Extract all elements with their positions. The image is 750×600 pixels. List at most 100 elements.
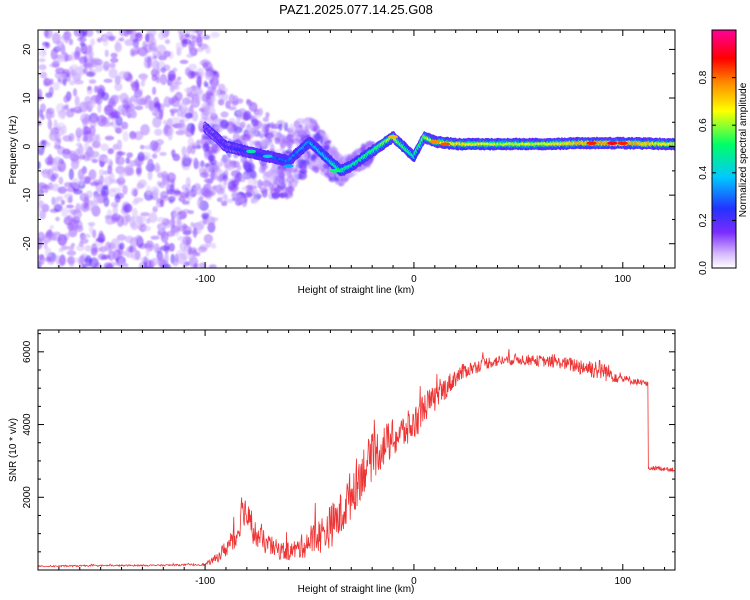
spectrogram-cell bbox=[257, 179, 263, 189]
spectrogram-cell bbox=[220, 156, 230, 164]
spectrogram-cell bbox=[100, 143, 109, 152]
y-tick-label: 10 bbox=[22, 92, 33, 104]
spectrogram-cell bbox=[152, 55, 158, 60]
spectrogram-cell bbox=[168, 242, 175, 252]
spectrogram-cell bbox=[129, 48, 136, 57]
spectrogram-cell bbox=[78, 241, 84, 247]
spectrogram-cell bbox=[132, 207, 138, 219]
spectrogram-cell bbox=[114, 194, 121, 204]
figure-title: PAZ1.2025.077.14.25.G08 bbox=[279, 2, 433, 17]
spectrogram-cell bbox=[134, 234, 143, 244]
spectrogram-cell bbox=[243, 110, 252, 121]
spectrogram-cell bbox=[200, 160, 205, 168]
spectrogram-cell bbox=[49, 127, 56, 137]
spectrogram-cell bbox=[51, 60, 60, 68]
spectrogram-cell bbox=[62, 135, 73, 142]
spectrogram-cell bbox=[64, 104, 70, 110]
spectrogram-cell bbox=[249, 139, 255, 147]
spectrogram-cell bbox=[38, 201, 42, 213]
spectrogram-cell bbox=[45, 229, 53, 239]
snr-y-label: SNR (10 * v/v) bbox=[8, 418, 19, 482]
spectrogram-cell bbox=[38, 161, 41, 170]
spectrogram-cell bbox=[151, 153, 158, 159]
spectrogram-cell bbox=[57, 233, 68, 246]
spectrogram-cell bbox=[227, 180, 237, 191]
spectrogram-cell bbox=[182, 154, 190, 166]
spectrogram-cell bbox=[137, 179, 147, 188]
spectrogram-cell bbox=[154, 128, 163, 136]
spectrogram-cell bbox=[140, 256, 150, 263]
spectrogram-cell bbox=[150, 235, 160, 240]
spectrogram-cell bbox=[107, 148, 114, 155]
spectrogram-cell bbox=[133, 197, 144, 203]
spectrogram-cell bbox=[429, 139, 440, 144]
spectrogram-cell bbox=[206, 179, 213, 185]
spectrogram-cell bbox=[168, 97, 175, 106]
spectrogram-cell bbox=[99, 155, 108, 162]
spectrogram-cell bbox=[202, 93, 211, 103]
spectrogram-cell bbox=[164, 219, 172, 229]
spectrogram-cell bbox=[44, 256, 52, 263]
spectrogram-cell bbox=[53, 197, 59, 205]
spectrogram-cell bbox=[61, 33, 70, 42]
spectrogram-cell bbox=[212, 75, 218, 83]
spectrogram-cell bbox=[91, 158, 98, 164]
spectrogram-cell bbox=[129, 160, 139, 167]
spectrogram-cell bbox=[106, 34, 117, 41]
spectrogram-cell bbox=[56, 45, 64, 51]
spectrogram-cell bbox=[218, 176, 224, 184]
spectrogram-cell bbox=[146, 185, 152, 195]
spectrogram-cell bbox=[73, 50, 81, 60]
y-tick-label: 6000 bbox=[22, 340, 33, 363]
spectrogram-cell bbox=[221, 194, 229, 200]
spectrogram-cell bbox=[96, 37, 102, 43]
spectrogram-cell bbox=[125, 157, 131, 165]
spectrogram-cell bbox=[217, 98, 225, 106]
spectrogram-cell bbox=[133, 89, 143, 99]
spectrogram-cell bbox=[91, 57, 97, 68]
spectrogram-cell bbox=[295, 163, 303, 169]
spectrogram-cell bbox=[45, 41, 51, 49]
spectrogram-cell bbox=[116, 139, 123, 151]
spectrogram-cell bbox=[310, 154, 316, 162]
spectrogram-cell bbox=[39, 210, 47, 220]
spectrogram-cell bbox=[134, 79, 140, 91]
x-tick-label: 100 bbox=[614, 576, 631, 587]
spectrogram-cell bbox=[60, 199, 66, 206]
spectrogram-cell bbox=[92, 229, 97, 239]
spectrogram-cell bbox=[196, 35, 203, 47]
spectrogram-cell bbox=[301, 126, 307, 131]
spectrogram-cell bbox=[87, 44, 92, 53]
spectrogram-cell bbox=[130, 223, 138, 228]
spectrogram-cell bbox=[319, 130, 325, 136]
spectrogram-cell bbox=[150, 185, 160, 197]
spectrogram-cell bbox=[253, 189, 259, 196]
spectrogram-cell bbox=[253, 111, 262, 119]
spectrogram-cell bbox=[179, 59, 189, 64]
spectrogram-cell bbox=[146, 218, 151, 225]
spectrogram-cell bbox=[114, 82, 123, 92]
spectrogram-cell bbox=[118, 173, 125, 179]
spectrogram-cell bbox=[79, 41, 85, 47]
spectrogram-cell bbox=[203, 233, 213, 244]
spectrogram-cell bbox=[149, 41, 156, 53]
spectrogram-cell bbox=[83, 141, 90, 153]
spectrogram-cell bbox=[74, 225, 84, 233]
spectrogram-cell bbox=[239, 121, 246, 129]
spectrogram-cell bbox=[388, 135, 399, 139]
spectrogram-cell bbox=[65, 108, 75, 118]
spectrogram-cell bbox=[440, 142, 451, 146]
spectrogram-cell bbox=[202, 61, 209, 68]
spectrogram-cell bbox=[123, 203, 133, 213]
spectrogram-cell bbox=[216, 197, 223, 203]
spectrogram-cell bbox=[110, 52, 118, 58]
spectrogram-cell bbox=[38, 108, 42, 119]
spectrogram-cell bbox=[151, 86, 157, 95]
spectrogram-cell bbox=[151, 59, 160, 71]
spectrogram-cell bbox=[51, 172, 59, 180]
spectrogram-cell bbox=[317, 159, 324, 169]
spectrogram-cell bbox=[221, 200, 228, 207]
spectrogram-cell bbox=[184, 67, 191, 77]
spectrogram-cell bbox=[184, 112, 193, 119]
